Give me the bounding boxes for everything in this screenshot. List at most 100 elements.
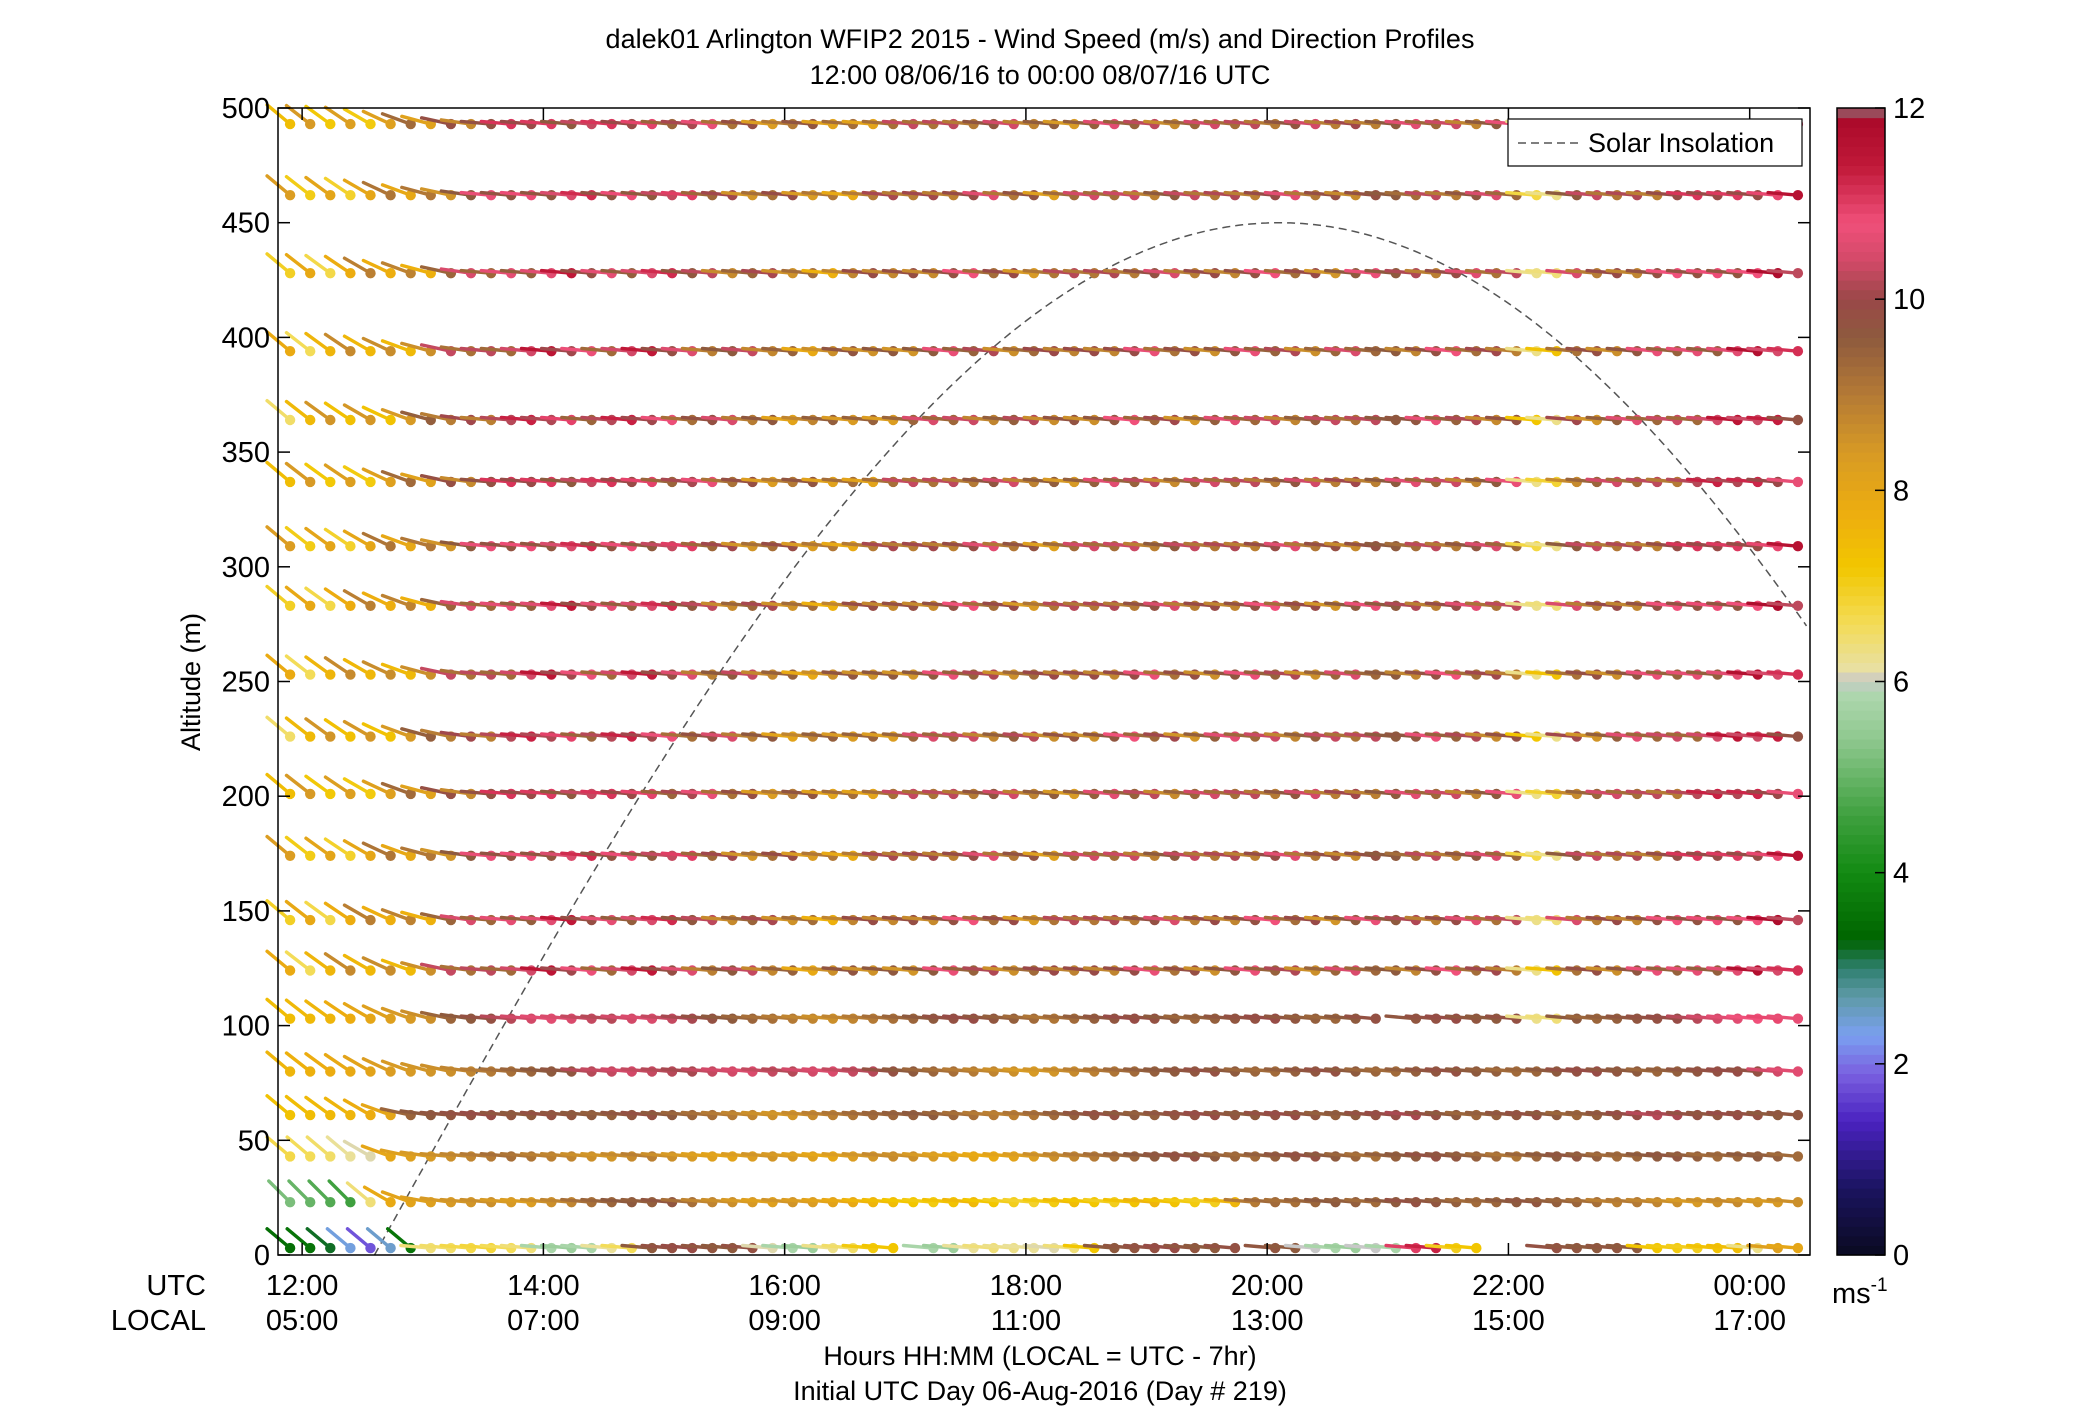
- colorbar-segment: [1837, 461, 1885, 472]
- wind-point: [305, 850, 316, 861]
- wind-point: [1792, 541, 1804, 552]
- wind-point: [365, 1013, 376, 1024]
- wind-row-23m: [267, 1179, 1804, 1208]
- wind-row-428m: [265, 252, 1804, 279]
- wind-point: [305, 965, 316, 976]
- wind-point: [284, 118, 296, 130]
- colorbar-segment: [1837, 585, 1885, 597]
- colorbar-segment: [1837, 241, 1885, 252]
- x-tick-label-utc: 12:00: [266, 1270, 339, 1302]
- wind-point: [325, 1109, 336, 1121]
- wind-point: [365, 600, 376, 611]
- wind-point: [284, 541, 296, 552]
- x-tick-label-local: 11:00: [991, 1305, 1061, 1337]
- wind-point: [325, 346, 336, 357]
- colorbar-segment: [1837, 155, 1885, 166]
- chart-subtitle: 12:00 08/06/16 to 00:00 08/07/16 UTC: [810, 60, 1271, 90]
- wind-point: [405, 600, 416, 611]
- colorbar-segment: [1837, 796, 1885, 807]
- wind-point: [345, 1013, 356, 1024]
- colorbar-segment: [1837, 557, 1885, 568]
- x-tick-label-utc: 14:00: [507, 1270, 580, 1302]
- wind-point: [284, 788, 296, 800]
- colorbar-segment: [1837, 738, 1885, 750]
- wind-point: [284, 1109, 296, 1121]
- colorbar-segment: [1837, 987, 1885, 998]
- wind-point: [305, 1109, 316, 1121]
- y-tick-label: 350: [222, 437, 270, 469]
- colorbar-segment: [1837, 576, 1885, 587]
- wind-point: [365, 1151, 376, 1162]
- wind-point: [1792, 788, 1804, 800]
- wind-point: [365, 118, 376, 130]
- colorbar-segment: [1837, 528, 1885, 539]
- wind-row-394m: [265, 330, 1804, 357]
- colorbar-segment: [1837, 232, 1885, 243]
- colorbar-segment: [1837, 1159, 1885, 1170]
- plot-area: [265, 103, 1808, 1256]
- wind-point: [365, 1197, 376, 1208]
- colorbar-segment: [1837, 1111, 1885, 1122]
- wind-row-146m: [265, 899, 1804, 926]
- colorbar-segment: [1837, 260, 1885, 272]
- wind-point: [325, 669, 336, 680]
- wind-point: [365, 414, 376, 426]
- y-tick-label: 250: [222, 667, 270, 699]
- colorbar-segment: [1837, 499, 1885, 511]
- wind-point: [365, 190, 376, 201]
- wind-point: [345, 850, 356, 861]
- wind-row-253m: [265, 653, 1804, 680]
- wind-point: [365, 1066, 376, 1077]
- y-tick-label: 200: [222, 781, 270, 813]
- wind-point: [305, 414, 316, 426]
- wind-point: [405, 268, 416, 279]
- wind-point: [305, 268, 316, 279]
- x-tick-label-local: 13:00: [1231, 1305, 1304, 1337]
- wind-point: [1792, 268, 1804, 279]
- colorbar-segment: [1837, 805, 1885, 816]
- wind-point: [1792, 1197, 1804, 1208]
- wind-row-364m: [265, 399, 1804, 426]
- wind-point: [325, 541, 336, 552]
- wind-point: [385, 118, 396, 130]
- wind-point: [305, 788, 316, 800]
- colorbar-segment: [1837, 1245, 1885, 1256]
- wind-point: [1792, 1109, 1804, 1121]
- colorbar-segment: [1837, 930, 1885, 941]
- colorbar-segment: [1837, 385, 1885, 396]
- wind-row-309m: [265, 525, 1804, 552]
- colorbar-segment: [1837, 891, 1885, 902]
- wind-point: [365, 1242, 376, 1254]
- chart-title: dalek01 Arlington WFIP2 2015 - Wind Spee…: [606, 24, 1475, 54]
- wind-point: [405, 850, 416, 861]
- colorbar-segment: [1837, 843, 1885, 855]
- colorbar-segment: [1837, 213, 1885, 224]
- wind-point: [405, 414, 416, 426]
- wind-point: [1792, 731, 1804, 742]
- colorbar-segment: [1837, 356, 1885, 367]
- wind-point: [345, 669, 356, 680]
- colorbar-segment: [1837, 863, 1885, 874]
- x-row-label-utc: UTC: [146, 1270, 206, 1302]
- colorbar-segment: [1837, 1130, 1885, 1141]
- wind-point: [305, 914, 316, 926]
- wind-point: [284, 965, 296, 976]
- plot-frame: [277, 107, 1811, 1256]
- y-tick-label: 450: [222, 208, 270, 240]
- legend-label-solar: Solar Insolation: [1588, 128, 1774, 158]
- colorbar-segment: [1837, 1235, 1885, 1247]
- colorbar-segment: [1837, 1226, 1885, 1237]
- wind-point: [345, 600, 356, 611]
- wind-point: [385, 965, 396, 976]
- wind-point: [325, 788, 336, 800]
- wind-point: [1792, 965, 1804, 976]
- x-axis-label: Hours HH:MM (LOCAL = UTC - 7hr): [823, 1341, 1256, 1371]
- wind-point: [385, 1242, 396, 1254]
- wind-point: [365, 731, 376, 742]
- colorbar-segment: [1837, 691, 1885, 702]
- colorbar-segment: [1837, 184, 1885, 195]
- x-tick-label-utc: 22:00: [1472, 1270, 1545, 1302]
- colorbar-segment: [1837, 394, 1885, 405]
- colorbar-tick-label: 6: [1893, 667, 1909, 699]
